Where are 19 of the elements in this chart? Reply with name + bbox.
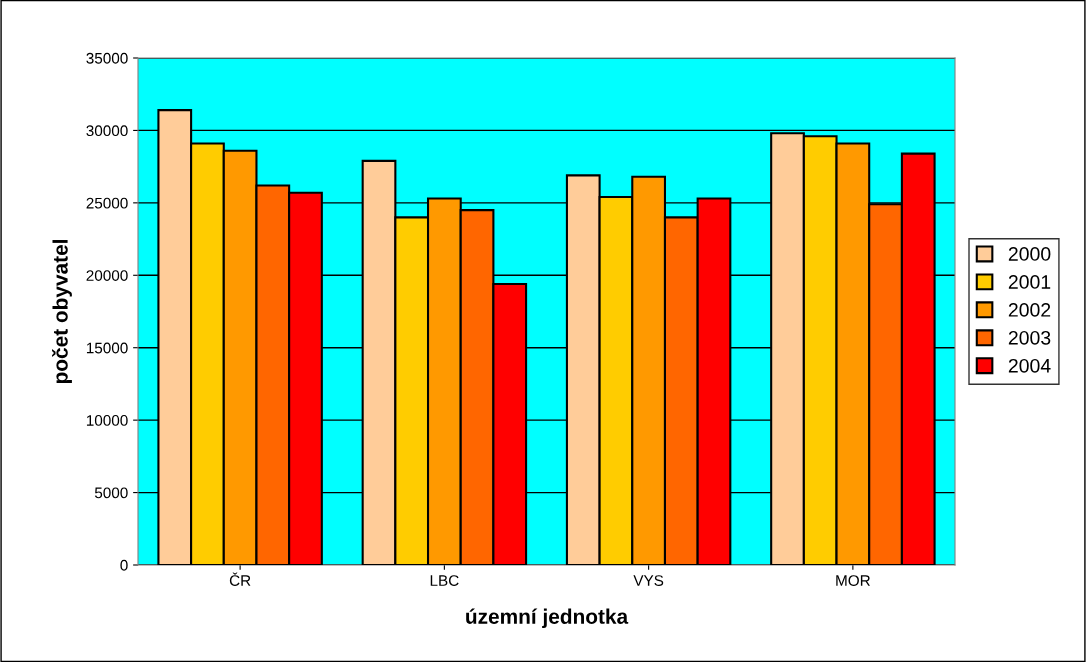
y-tick-label: 25000: [86, 197, 128, 209]
y-tick-label: 0: [120, 559, 128, 571]
legend-label: 2003: [1008, 330, 1051, 345]
y-tick-label: 10000: [86, 415, 128, 426]
x-tick-label: VYS: [633, 575, 664, 586]
y-tick-label: 20000: [86, 270, 128, 281]
y-axis-title: počet obyvatel: [52, 240, 72, 384]
y-tick-label: 15000: [86, 342, 128, 354]
legend-label: 2004: [1008, 358, 1051, 373]
y-tick-label: 5000: [94, 487, 128, 499]
legend-label: 2001: [1008, 275, 1051, 289]
y-tick-label: 30000: [86, 125, 128, 137]
x-axis-title: územní jednotka: [466, 608, 629, 629]
x-tick-label: MOR: [836, 575, 870, 586]
y-tick-label: 35000: [86, 52, 128, 64]
legend-label: 2002: [1008, 303, 1051, 317]
x-tick-label: LBC: [430, 575, 459, 586]
legend-label: 2000: [1008, 247, 1051, 261]
x-tick-label: ČR: [229, 572, 251, 586]
